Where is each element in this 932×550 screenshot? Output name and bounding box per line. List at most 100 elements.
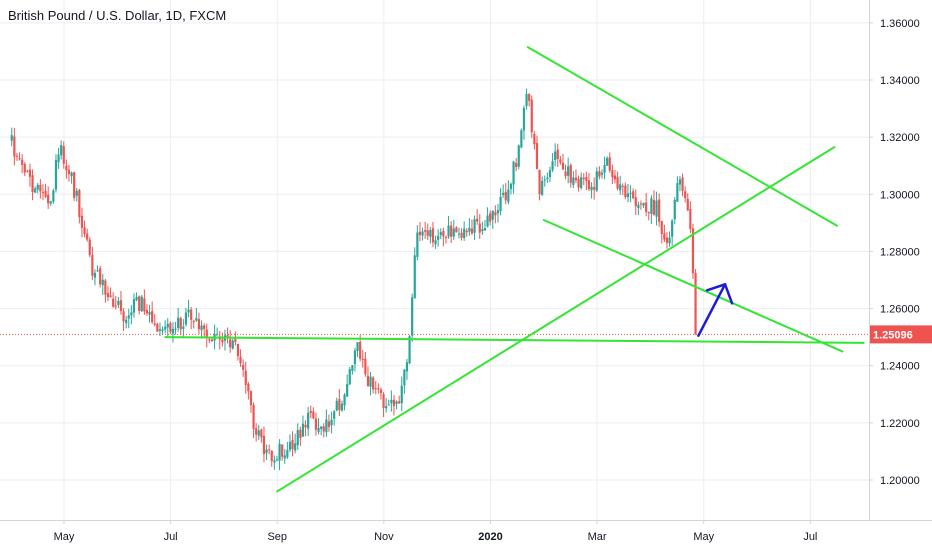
candle-down	[663, 233, 666, 240]
candle-down	[281, 444, 284, 457]
candle-up	[567, 166, 570, 176]
candle-down	[44, 190, 47, 197]
candle-down	[564, 171, 567, 177]
candle-down	[260, 429, 263, 438]
candle-up	[463, 228, 466, 238]
candle-down	[634, 197, 637, 207]
candle-down	[252, 404, 255, 430]
candle-down	[169, 323, 172, 332]
candle-up	[650, 198, 653, 214]
y-tick-label: 1.22000	[880, 418, 920, 430]
candle-up	[517, 145, 520, 167]
candle-down	[78, 190, 81, 218]
candle-up	[385, 406, 388, 409]
candle-down	[608, 157, 611, 171]
candle-down	[574, 177, 578, 181]
candle-up	[161, 329, 164, 331]
candle-down	[190, 309, 193, 320]
candle-up	[231, 340, 234, 349]
candle-down	[262, 436, 266, 455]
horizontal-support-line	[164, 336, 865, 344]
candle-down	[327, 421, 331, 428]
candle-up	[457, 233, 461, 235]
candle-up	[283, 455, 286, 459]
candle-up	[619, 184, 622, 191]
candle-down	[39, 184, 42, 192]
candle-down	[156, 324, 159, 332]
candle-down	[621, 186, 624, 188]
candle-down	[122, 311, 125, 322]
candle-down	[624, 185, 627, 197]
candle-up	[395, 401, 398, 404]
candle-down	[153, 323, 156, 325]
candle-up	[507, 189, 510, 202]
candle-down	[151, 311, 154, 323]
candle-up	[541, 180, 544, 195]
candle-up	[96, 270, 99, 272]
candle-down	[210, 339, 214, 342]
candle-down	[244, 370, 247, 385]
candle-down	[31, 175, 34, 193]
candle-up	[437, 235, 440, 240]
candle-up	[200, 325, 203, 331]
candle-down	[239, 356, 242, 364]
candle-down	[444, 236, 448, 238]
candle-down	[268, 449, 271, 451]
candle-up	[343, 394, 346, 406]
candle-down	[647, 211, 650, 213]
candle-down	[504, 191, 507, 201]
candle-down	[377, 388, 380, 390]
x-tick-label: Sep	[267, 531, 287, 543]
candle-up	[257, 430, 260, 436]
candle-down	[639, 203, 643, 205]
candle-up	[93, 272, 97, 278]
candle-up	[265, 449, 268, 454]
candle-down	[91, 255, 94, 276]
x-tick-label: Jul	[164, 531, 178, 543]
candle-down	[192, 321, 195, 323]
candle-up	[496, 210, 500, 214]
candle-up	[132, 299, 136, 313]
candle-down	[138, 296, 141, 311]
x-tick-label: May	[54, 531, 75, 543]
candle-up	[408, 336, 411, 364]
candle-down	[424, 230, 427, 232]
candle-up	[405, 362, 409, 372]
candle-down	[361, 358, 364, 360]
candle-down	[21, 159, 24, 166]
price-axis-background	[869, 0, 932, 550]
current-price-label: 1.25096	[873, 329, 913, 341]
candle-down	[314, 418, 318, 430]
candle-up	[140, 296, 143, 312]
candle-down	[582, 177, 585, 180]
candle-down	[598, 171, 601, 177]
candle-up	[572, 177, 575, 185]
candle-down	[494, 212, 497, 216]
candle-up	[452, 228, 455, 237]
candle-down	[229, 339, 232, 348]
candle-down	[658, 199, 661, 222]
candle-down	[450, 225, 453, 237]
candle-up	[125, 319, 128, 324]
candle-down	[533, 133, 536, 145]
candle-up	[75, 190, 78, 196]
candle-up	[590, 186, 593, 191]
candle-down	[418, 231, 422, 236]
candle-down	[465, 230, 468, 233]
candle-down	[304, 424, 307, 428]
candle-up	[70, 172, 73, 177]
candle-down	[67, 169, 71, 175]
candle-down	[665, 237, 669, 243]
candle-down	[106, 293, 110, 298]
candle-up	[353, 350, 357, 365]
candle-down	[234, 338, 237, 342]
candle-down	[470, 228, 474, 234]
candle-down	[249, 391, 253, 406]
candle-up	[60, 145, 63, 156]
candle-down	[689, 209, 692, 229]
x-tick-label: Jul	[803, 531, 817, 543]
candle-up	[10, 135, 13, 141]
y-tick-label: 1.30000	[880, 189, 920, 201]
